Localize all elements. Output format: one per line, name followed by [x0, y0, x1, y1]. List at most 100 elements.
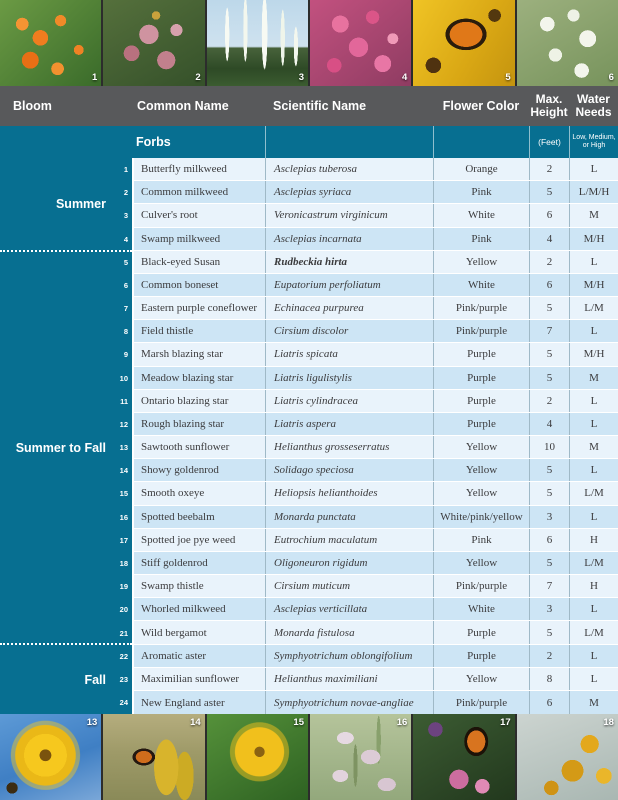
flower-color-cell: White	[433, 598, 529, 621]
row-number: 11	[120, 396, 128, 406]
scientific-name-cell: Echinacea purpurea	[265, 297, 433, 320]
row-number: 5	[123, 257, 128, 267]
scientific-name-cell: Solidago speciosa	[265, 459, 433, 482]
max-height-cell: 2	[529, 644, 569, 667]
photo-number: 4	[402, 72, 408, 83]
table-row: 24 New England aster Symphyotrichum novae-…	[0, 690, 618, 715]
smooth-oxeye-photo: 15	[206, 714, 308, 800]
scientific-name-cell: Heliopsis helianthoides	[265, 482, 433, 505]
water-needs-cell: M	[569, 436, 618, 459]
water-scale-label: Low, Medium, or High	[569, 126, 618, 158]
common-name-cell: New England aster	[132, 690, 265, 715]
flower-color-cell: White	[433, 273, 529, 297]
table-row: 1 Butterfly milkweed Asclepias tuberosa Ora…	[0, 158, 618, 182]
water-needs-cell: L	[569, 644, 618, 667]
row-number: 18	[119, 559, 128, 568]
flower-color-cell: Purple	[433, 412, 529, 436]
common-name-cell: Spotted beebalm	[132, 505, 265, 528]
scientific-name-cell: Asclepias incarnata	[265, 227, 433, 250]
table-row: 14 Showy goldenrod Solidago speciosa Yellow…	[0, 459, 618, 483]
scientific-name-cell: Asclepias tuberosa	[265, 158, 433, 181]
bottom-photo-strip: 13 14 15 16 17 18	[0, 714, 618, 800]
max-height-cell: 10	[529, 436, 569, 459]
max-height-cell: 5	[529, 181, 569, 204]
scientific-name-cell: Helianthus grosseserratus	[265, 436, 433, 459]
water-needs-cell: L	[569, 158, 618, 181]
table-row: 17 Spotted joe pye weed Eutrochium maculat…	[0, 528, 618, 552]
common-name-cell: Wild bergamot	[132, 621, 265, 644]
bloom-label: Fall	[84, 672, 106, 687]
scientific-name-cell: Liatris ligulistylis	[265, 366, 433, 389]
water-needs-cell: M/H	[569, 273, 618, 297]
spotted-beebalm-photo: 16	[309, 714, 412, 800]
flower-color-cell: Pink	[433, 528, 529, 551]
photo-number: 1	[92, 72, 98, 83]
flower-color-cell: White	[433, 204, 529, 227]
table-row: 7 Eastern purple coneflower Echinacea purp…	[0, 297, 618, 321]
flower-color-cell: Pink/purple	[433, 690, 529, 715]
row-number: 23	[119, 674, 128, 684]
common-name-cell: Common milkweed	[132, 181, 265, 204]
scientific-name-cell: Symphyotrichum oblongifolium	[265, 644, 433, 667]
black-eyed-susan-monarch-photo: 5	[413, 0, 515, 86]
water-needs-cell: L/M/H	[569, 181, 618, 204]
row-number: 6	[123, 280, 128, 290]
header-flower-color: Flower Color	[442, 99, 520, 113]
flower-color-cell: Yellow	[433, 250, 529, 273]
common-name-cell: Whorled milkweed	[132, 598, 265, 621]
water-needs-cell: L	[569, 250, 618, 273]
common-name-cell: Aromatic aster	[132, 644, 265, 667]
forbs-subheader-row: Forbs (Feet) Low, Medium, or High	[0, 126, 618, 158]
row-number: 4	[123, 234, 128, 244]
water-needs-cell: M/H	[569, 343, 618, 366]
water-needs-cell: H	[569, 575, 618, 598]
max-height-cell: 5	[529, 297, 569, 320]
stiff-goldenrod-photo: 18	[516, 714, 618, 800]
flower-color-cell: Purple	[433, 621, 529, 644]
table-row: 8 Field thistle Cirsium discolor Pink/purpl…	[0, 320, 618, 344]
water-needs-cell: L	[569, 459, 618, 482]
table-row: 18 Stiff goldenrod Oligoneuron rigidum Yell…	[0, 551, 618, 576]
table-row: 10 Meadow blazing star Liatris ligulistyli…	[0, 366, 618, 390]
forbs-subheader-spacer	[265, 126, 433, 158]
row-number: 9	[123, 350, 128, 360]
table-row: 3 Culver's root Veronicastrum virginicum Wh…	[0, 204, 618, 228]
flower-color-cell: Pink	[433, 227, 529, 250]
header-max-height: Max. Height	[530, 91, 568, 119]
photo-number: 16	[396, 717, 408, 728]
flower-color-cell: Orange	[433, 158, 529, 181]
water-needs-cell: L	[569, 389, 618, 412]
row-number: 24	[119, 698, 128, 708]
forbs-subheader-spacer	[433, 126, 529, 158]
water-needs-cell: L	[569, 598, 618, 621]
max-height-cell: 8	[529, 667, 569, 690]
table-row: 5 Black-eyed Susan Rudbeckia hirta Yellow 2 L	[0, 250, 618, 274]
photo-number: 13	[86, 717, 98, 728]
header-scientific-name: Scientific Name	[273, 99, 367, 113]
table-row: 13 Sawtooth sunflower Helianthus grosseser…	[0, 436, 618, 460]
max-height-cell: 2	[529, 158, 569, 181]
bloom-section-fall: Fall	[0, 643, 132, 714]
scientific-name-cell: Liatris spicata	[265, 343, 433, 366]
max-height-cell: 4	[529, 227, 569, 250]
max-height-cell: 5	[529, 343, 569, 366]
water-needs-cell: L	[569, 667, 618, 690]
common-name-cell: Sawtooth sunflower	[132, 436, 265, 459]
row-number: 17	[119, 535, 128, 545]
max-height-cell: 6	[529, 204, 569, 227]
row-number: 7	[123, 304, 128, 314]
water-needs-cell: L/M	[569, 482, 618, 505]
header-water-needs: Water Needs	[575, 91, 612, 119]
flower-color-cell: Pink	[433, 181, 529, 204]
water-needs-cell: L	[569, 412, 618, 436]
photo-number: 18	[603, 717, 614, 728]
common-name-cell: Swamp milkweed	[132, 227, 265, 250]
max-height-cell: 6	[529, 273, 569, 297]
flower-color-cell: Yellow	[433, 482, 529, 505]
max-height-cell: 7	[529, 575, 569, 598]
photo-number: 5	[505, 72, 511, 83]
photo-number: 17	[500, 717, 511, 728]
sawtooth-sunflower-photo: 13	[0, 714, 102, 800]
row-number: 15	[119, 489, 128, 499]
table-row: 12 Rough blazing star Liatris aspera Purple…	[0, 412, 618, 437]
